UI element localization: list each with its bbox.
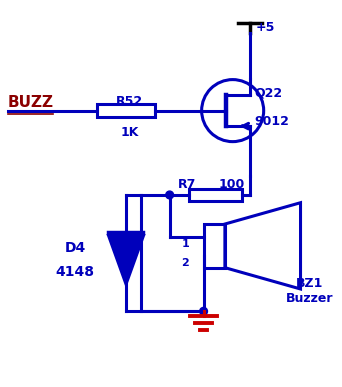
Circle shape xyxy=(166,191,173,199)
Text: 100: 100 xyxy=(218,178,245,190)
Text: 4148: 4148 xyxy=(55,265,94,279)
Text: BZ1: BZ1 xyxy=(296,277,323,290)
Text: 9012: 9012 xyxy=(254,115,289,128)
Text: 1: 1 xyxy=(181,238,189,248)
Text: 2: 2 xyxy=(181,258,189,268)
Polygon shape xyxy=(108,236,144,284)
Text: BUZZ: BUZZ xyxy=(8,95,54,110)
Text: R7: R7 xyxy=(177,178,196,190)
Bar xyxy=(203,224,225,268)
Text: D4: D4 xyxy=(65,240,86,255)
Text: Q22: Q22 xyxy=(254,86,282,99)
Text: +5: +5 xyxy=(256,21,275,34)
Text: 1K: 1K xyxy=(120,126,139,139)
Text: Buzzer: Buzzer xyxy=(286,292,333,305)
Text: R52: R52 xyxy=(116,95,143,108)
Circle shape xyxy=(200,307,208,315)
Bar xyxy=(189,189,242,201)
Bar xyxy=(97,104,155,117)
